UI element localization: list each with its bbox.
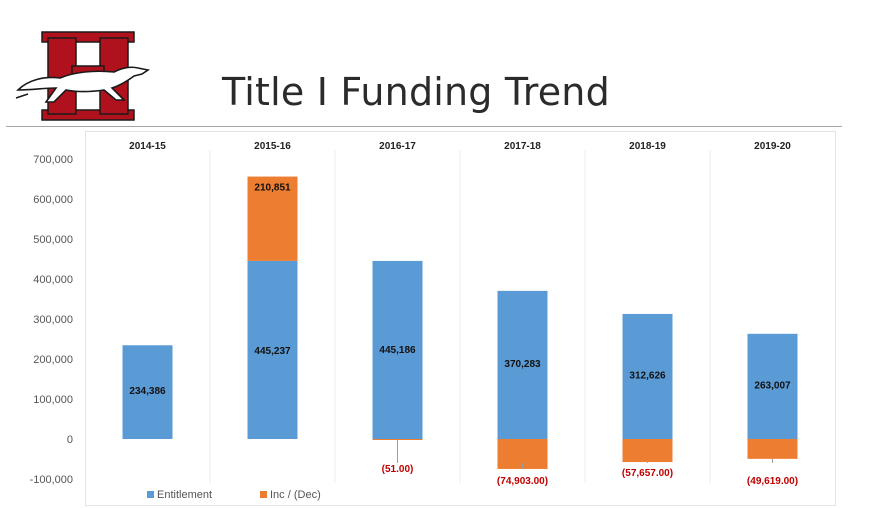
title-divider xyxy=(6,126,842,127)
legend-label-inc-dec: Inc / (Dec) xyxy=(270,489,321,501)
bar-inc-dec xyxy=(747,439,798,459)
bars xyxy=(122,150,798,483)
bar-entitlement xyxy=(622,313,673,439)
chart-frame xyxy=(85,131,836,506)
category-label: 2016-17 xyxy=(379,141,416,152)
y-axis: -100,000 0 100,000 200,000 300,000 400,000 500… xyxy=(30,154,73,486)
y-tick-label: 0 xyxy=(67,434,73,446)
data-label-inc-dec: (49,619.00) xyxy=(747,476,798,487)
y-tick-label: 400,000 xyxy=(33,274,73,286)
data-labels: 234,386 445,237 210,851 445,186 (51.00) 370,2… xyxy=(129,183,798,487)
data-label-entitlement: 312,626 xyxy=(629,370,666,381)
legend-label-entitlement: Entitlement xyxy=(157,489,212,501)
category-labels: 2014-15 2015-16 2016-17 2017-18 2018-19 2019-… xyxy=(129,141,791,152)
data-label-entitlement: 445,237 xyxy=(254,346,291,357)
y-tick-label: -100,000 xyxy=(30,474,73,486)
legend-swatch-inc-dec xyxy=(260,491,267,498)
category-label: 2014-15 xyxy=(129,141,166,152)
data-label-entitlement: 370,283 xyxy=(504,359,541,370)
bar-inc-dec xyxy=(622,439,673,463)
school-logo xyxy=(14,28,162,124)
greyhound-h-logo-icon xyxy=(15,31,151,121)
category-label: 2019-20 xyxy=(754,141,791,152)
y-tick-label: 500,000 xyxy=(33,234,73,246)
y-tick-label: 200,000 xyxy=(33,354,73,366)
y-tick-label: 600,000 xyxy=(33,194,73,206)
bar-entitlement xyxy=(372,260,423,439)
bar-inc-dec xyxy=(372,439,423,440)
data-label-entitlement: 263,007 xyxy=(754,380,791,391)
category-label: 2015-16 xyxy=(254,141,291,152)
bar-entitlement xyxy=(247,260,298,439)
y-tick-label: 300,000 xyxy=(33,314,73,326)
page-title: Title I Funding Trend xyxy=(222,70,610,114)
legend: Entitlement Inc / (Dec) xyxy=(147,489,321,501)
data-label-inc-dec: (51.00) xyxy=(382,464,414,475)
data-label-entitlement: 234,386 xyxy=(129,386,166,397)
category-label: 2018-19 xyxy=(629,141,666,152)
bar-entitlement xyxy=(122,345,173,439)
data-label-inc-dec: (57,657.00) xyxy=(622,468,673,479)
data-label-inc-dec: 210,851 xyxy=(254,183,291,194)
bar-entitlement xyxy=(747,333,798,439)
data-label-inc-dec: (74,903.00) xyxy=(497,476,548,487)
category-label: 2017-18 xyxy=(504,141,541,152)
bar-entitlement xyxy=(497,290,548,439)
bar-inc-dec xyxy=(247,176,298,261)
y-tick-label: 700,000 xyxy=(33,154,73,166)
y-tick-label: 100,000 xyxy=(33,394,73,406)
legend-swatch-entitlement xyxy=(147,491,154,498)
data-label-entitlement: 445,186 xyxy=(379,345,416,356)
